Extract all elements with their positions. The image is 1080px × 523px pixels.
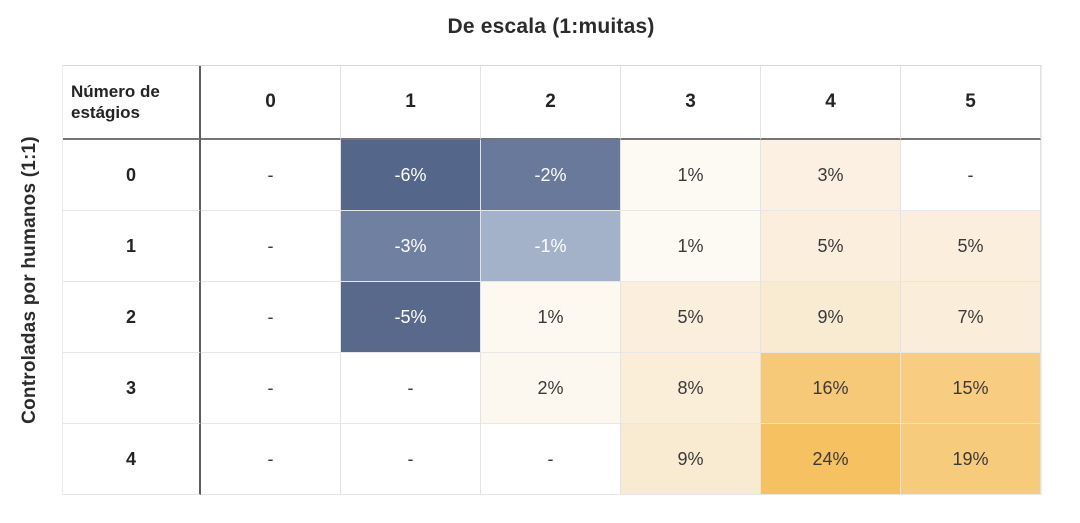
column-header-3: 3	[621, 66, 761, 140]
heatmap-cell-r2-c2: 1%	[481, 282, 621, 353]
heatmap-cell-r4-c2: -	[481, 424, 621, 495]
heatmap-cell-r4-c0: -	[201, 424, 341, 495]
column-header-5: 5	[901, 66, 1041, 140]
column-header-4: 4	[761, 66, 901, 140]
heatmap-cell-r0-c4: 3%	[761, 140, 901, 211]
heatmap-cell-r2-c5: 7%	[901, 282, 1041, 353]
heatmap-cell-r2-c3: 5%	[621, 282, 761, 353]
heatmap-cell-r4-c4: 24%	[761, 424, 901, 495]
heatmap-cell-r0-c5: -	[901, 140, 1041, 211]
heatmap-cell-r3-c5: 15%	[901, 353, 1041, 424]
heatmap-cell-r0-c1: -6%	[341, 140, 481, 211]
heatmap-cell-r3-c1: -	[341, 353, 481, 424]
column-header-0: 0	[201, 66, 341, 140]
heatmap-cell-r1-c4: 5%	[761, 211, 901, 282]
heatmap-cell-r1-c2: -1%	[481, 211, 621, 282]
heatmap-cell-r1-c5: 5%	[901, 211, 1041, 282]
x-axis-title: De escala (1:muitas)	[447, 15, 655, 38]
corner-header: Número de estágios	[63, 66, 201, 140]
row-header-1: 1	[63, 211, 201, 282]
heatmap-cell-r3-c2: 2%	[481, 353, 621, 424]
heatmap-cell-r4-c3: 9%	[621, 424, 761, 495]
heatmap-cell-r4-c5: 19%	[901, 424, 1041, 495]
heatmap-cell-r1-c3: 1%	[621, 211, 761, 282]
column-header-2: 2	[481, 66, 621, 140]
row-header-0: 0	[63, 140, 201, 211]
heatmap-cell-r3-c0: -	[201, 353, 341, 424]
heatmap-cell-r0-c0: -	[201, 140, 341, 211]
row-header-4: 4	[63, 424, 201, 495]
heatmap-cell-r1-c1: -3%	[341, 211, 481, 282]
heatmap-cell-r3-c4: 16%	[761, 353, 901, 424]
row-header-2: 2	[63, 282, 201, 353]
heatmap-cell-r2-c4: 9%	[761, 282, 901, 353]
heatmap-cell-r1-c0: -	[201, 211, 341, 282]
heatmap-cell-r0-c3: 1%	[621, 140, 761, 211]
heatmap-cell-r4-c1: -	[341, 424, 481, 495]
heatmap-cell-r2-c0: -	[201, 282, 341, 353]
row-header-3: 3	[63, 353, 201, 424]
heatmap-cell-r3-c3: 8%	[621, 353, 761, 424]
heatmap-cell-r0-c2: -2%	[481, 140, 621, 211]
column-header-1: 1	[341, 66, 481, 140]
y-axis-label: Controladas por humanos (1:1)	[19, 136, 40, 424]
heatmap-table: Número de estágios 0 1 2 3 4 5 0- -6% -2% 1% 3% -1- -…	[62, 65, 1042, 495]
heatmap-cell-r2-c1: -5%	[341, 282, 481, 353]
